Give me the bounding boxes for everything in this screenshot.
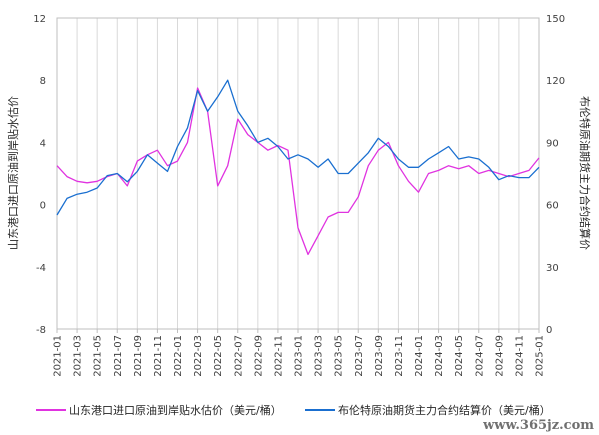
- x-tick-label: 2025-01: [535, 335, 546, 377]
- x-tick-label: 2021-01: [53, 335, 64, 377]
- y-left-tick-label: 4: [40, 138, 46, 149]
- legend-label-2: 布伦特原油期货主力合约结算价（美元/桶）: [338, 403, 551, 417]
- x-tick-label: 2022-09: [253, 335, 264, 377]
- legend-label-1: 山东港口进口原油到岸贴水估价（美元/桶）: [69, 403, 282, 417]
- x-tick-label: 2022-01: [173, 335, 184, 377]
- y-right-tick-label: 0: [546, 325, 552, 336]
- x-tick-label: 2024-01: [414, 335, 425, 377]
- y-left-tick-label: -8: [36, 325, 46, 336]
- x-tick-label: 2024-11: [514, 335, 525, 377]
- grid: [56, 18, 540, 329]
- y-right-tick-label: 120: [546, 76, 565, 87]
- x-tick-label: 2021-03: [73, 335, 84, 377]
- watermark: www.365jz.com: [482, 418, 594, 433]
- x-tick-label: 2022-05: [213, 335, 224, 377]
- x-tick-label: 2024-03: [434, 335, 445, 377]
- series-line-1: [56, 87, 540, 256]
- legend: 山东港口进口原油到岸贴水估价（美元/桶） 布伦特原油期货主力合约结算价（美元/桶…: [36, 403, 551, 417]
- x-tick-label: 2024-07: [474, 335, 485, 377]
- y-right-tick-label: 60: [546, 201, 559, 212]
- y-right-tick-label: 90: [546, 138, 559, 149]
- y-left-tick-label: 0: [40, 201, 46, 212]
- x-tick-label: 2023-01: [294, 335, 305, 377]
- y-left-tick-label: 12: [33, 14, 46, 25]
- y-axis-left: -8 -4 0 4 8 12: [33, 14, 46, 336]
- x-tick-label: 2024-05: [454, 335, 465, 377]
- series-lines: [56, 79, 540, 256]
- y-left-tick-label: -4: [36, 263, 46, 274]
- x-tick-label: 2021-07: [113, 335, 124, 377]
- x-tick-label: 2023-03: [314, 335, 325, 377]
- series-line-2: [56, 79, 540, 216]
- x-tick-label: 2021-11: [153, 335, 164, 377]
- y-axis-right-title: 布伦特原油期货主力合约结算价: [578, 96, 592, 250]
- x-tick-label: 2023-05: [334, 335, 345, 377]
- y-right-tick-label: 150: [546, 14, 565, 25]
- x-tick-label: 2021-09: [133, 335, 144, 377]
- x-tick-label: 2023-11: [394, 335, 405, 377]
- x-tick-label: 2023-07: [354, 335, 365, 377]
- y-right-tick-label: 30: [546, 263, 559, 274]
- x-axis: 2021-01 2021-03 2021-05 2021-07 2021-09 2021-…: [53, 329, 546, 377]
- x-tick-label: 2022-07: [233, 335, 244, 377]
- y-axis-left-title: 山东港口进口原油到岸贴水估价: [6, 96, 20, 250]
- x-tick-label: 2021-05: [93, 335, 104, 377]
- x-tick-label: 2024-09: [494, 335, 505, 377]
- y-axis-right: 0 30 60 90 120 150: [546, 14, 565, 336]
- y-left-tick-label: 8: [40, 76, 46, 87]
- x-tick-label: 2023-09: [374, 335, 385, 377]
- x-tick-label: 2022-11: [273, 335, 284, 377]
- x-tick-label: 2022-03: [193, 335, 204, 377]
